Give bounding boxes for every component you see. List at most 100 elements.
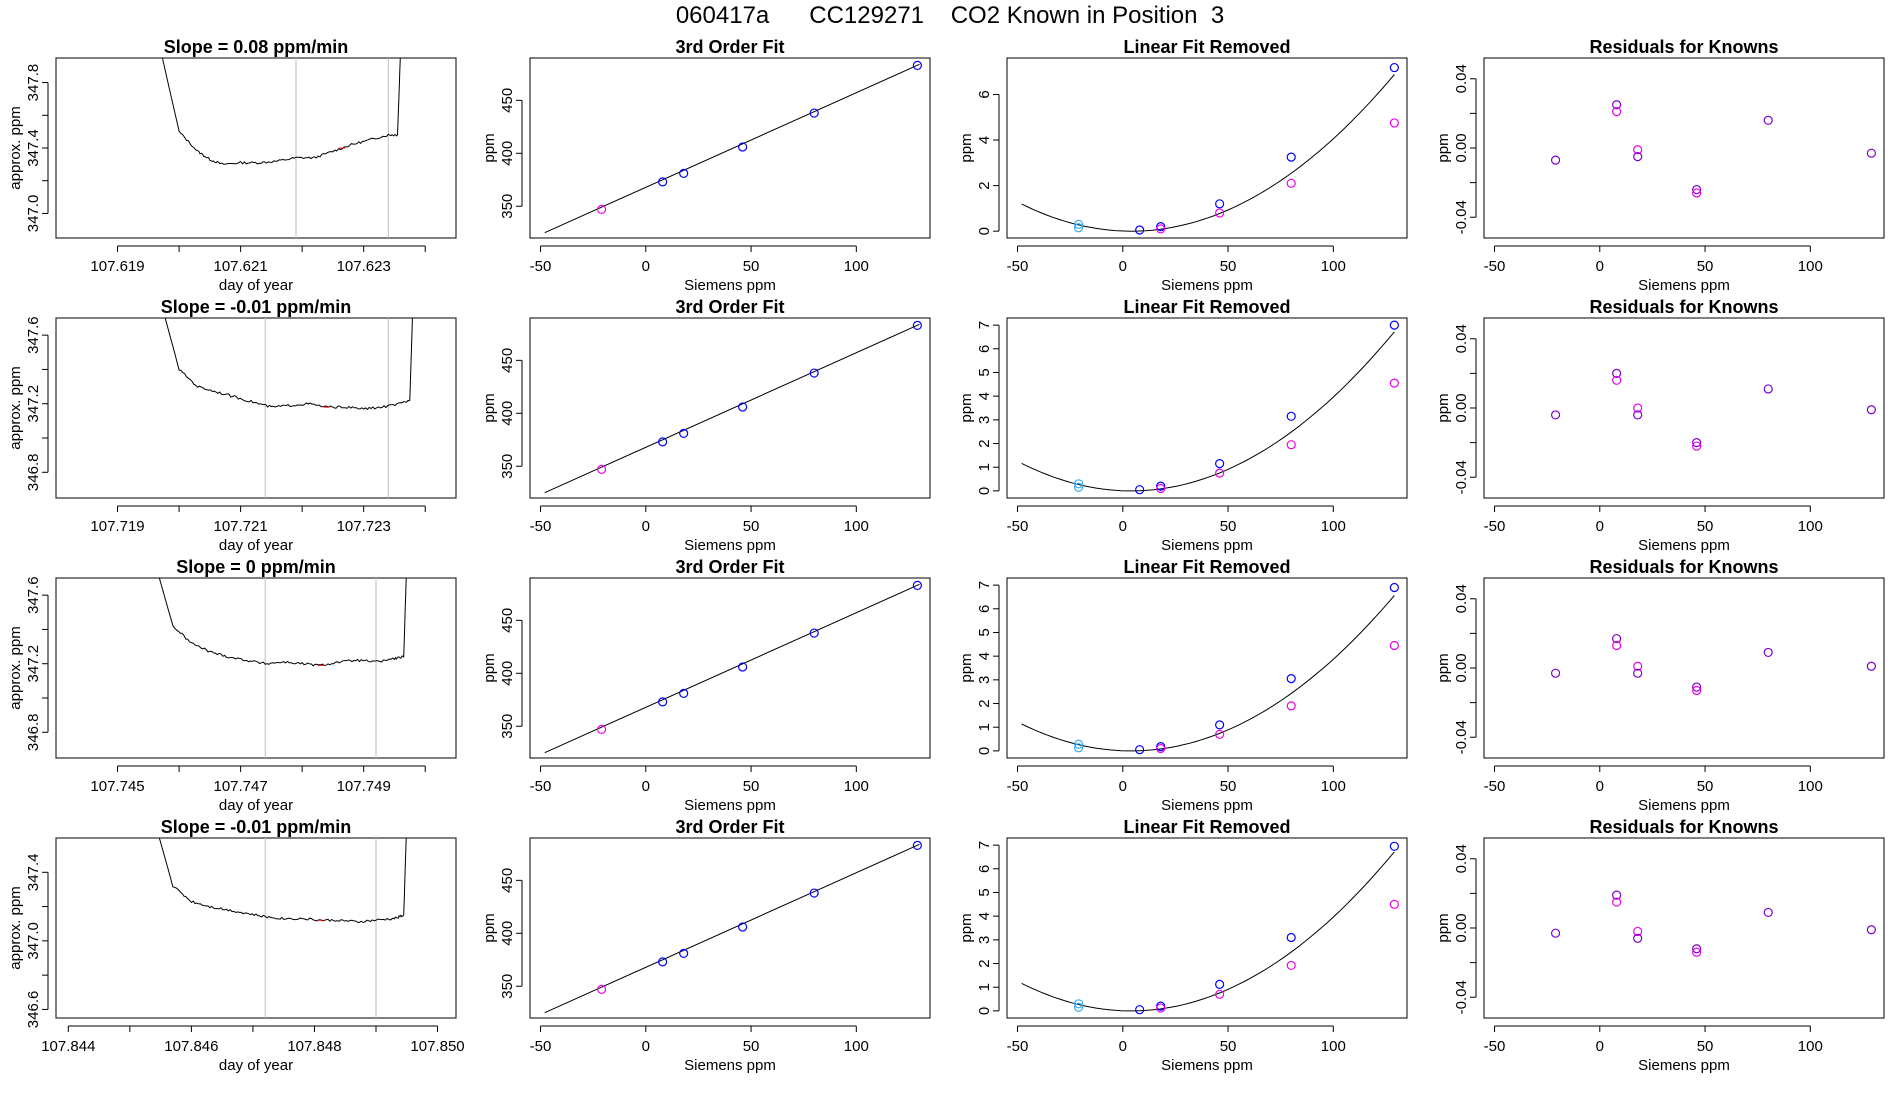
x-tick-label: -50 [530,258,552,275]
x-axis-label: Siemens ppm [1638,797,1730,814]
y-tick-label: 347.0 [25,922,42,960]
y-tick-label: 0 [976,747,993,755]
x-tick-label: 50 [743,518,760,535]
y-tick-label: 450 [499,608,516,633]
data-point [1156,1003,1166,1013]
data-point [1073,999,1084,1009]
y-tick-label: 350 [499,974,516,999]
panel-title: Residuals for Knowns [1589,297,1778,317]
x-tick-label: 50 [1220,778,1237,795]
data-point [1692,184,1702,195]
y-tick-label: 450 [499,868,516,893]
y-axis-label: approx. ppm [7,366,24,449]
y-tick-label: 3 [976,676,993,684]
data-point [1073,1002,1084,1012]
fit-line [544,843,920,1014]
page-title: 060417a CC129271 CO2 Known in Position 3 [675,2,1225,29]
data-point [596,204,607,215]
data-point [1550,668,1561,678]
plot-area [164,318,413,498]
data-point [1073,482,1084,492]
data-point [1692,188,1702,198]
data-point [1612,890,1622,900]
data-point [1612,640,1622,651]
data-point [1073,739,1084,749]
plot-area [1021,582,1399,755]
y-axis-label: approx. ppm [7,106,24,189]
x-tick-label: 0 [1596,518,1604,535]
fit-line [544,63,920,234]
y-tick-label: 400 [499,921,516,946]
data-point [596,724,607,735]
y-axis-label: ppm [958,653,975,682]
data-point [1286,960,1296,971]
plot-frame [529,57,931,239]
y-tick-label: 450 [499,88,516,113]
panel-title: Linear Fit Removed [1123,817,1290,837]
x-tick-label: 50 [743,258,760,275]
x-tick-label: 50 [1697,778,1714,795]
fit-curve [1021,595,1395,752]
data-point [1612,107,1622,117]
x-tick-label: 0 [1119,258,1127,275]
y-axis-label: ppm [481,133,498,162]
y-tick-label: 0 [976,227,993,235]
plot-area [158,578,407,758]
y-axis-label: ppm [481,653,498,682]
plot-frame [1483,57,1885,239]
y-axis-label: approx. ppm [7,626,24,709]
x-tick-label: 50 [1220,1038,1237,1055]
y-axis-label: ppm [1435,133,1452,162]
panel-3-3: Residuals for Knowns -50 0 50 100 Siemens ppm… [1435,817,1885,1074]
x-tick-label: 100 [1321,1038,1346,1055]
x-tick-label: -50 [1007,258,1029,275]
plot-area [1550,368,1876,451]
panel-title: Slope = 0.08 ppm/min [164,37,349,57]
x-tick-label: 107.719 [90,518,144,535]
data-point [1763,907,1773,918]
x-axis-label: Siemens ppm [684,1057,776,1074]
y-axis-label: ppm [1435,653,1452,682]
plot-frame [1006,837,1408,1019]
plot-frame [55,577,457,759]
y-tick-label: 0.04 [1453,584,1470,613]
x-tick-label: 107.850 [410,1038,464,1055]
data-point [1633,926,1643,937]
y-tick-label: 4 [976,392,993,400]
data-point [1612,633,1622,644]
plot-area [1021,841,1399,1015]
data-point [1156,743,1166,754]
panel-title: Residuals for Knowns [1589,817,1778,837]
data-point [1633,933,1643,943]
y-tick-label: 347.6 [25,576,42,614]
data-point [1866,148,1876,158]
data-point [1215,468,1225,478]
fit-line [544,323,920,494]
x-tick-label: 100 [1321,518,1346,535]
y-tick-label: 347.8 [25,64,42,102]
data-point [1073,743,1084,753]
concentration-trace [158,578,407,667]
x-tick-label: 0 [1119,1038,1127,1055]
x-tick-label: 107.745 [90,778,144,795]
data-point [809,888,819,898]
data-point [679,948,689,959]
x-tick-label: 107.844 [41,1038,95,1055]
data-point [1692,947,1702,957]
data-point [658,697,668,707]
panel-2-1: 3rd Order Fit -50 0 50 100 Siemens ppm 350 400 4… [481,557,931,814]
x-tick-label: 107.846 [164,1038,218,1055]
plot-frame [1006,317,1408,499]
x-tick-label: -50 [530,778,552,795]
data-point [1763,647,1773,658]
data-point [1612,897,1622,907]
x-tick-label: 0 [642,258,650,275]
panel-title: Slope = -0.01 ppm/min [161,297,352,317]
x-tick-label: -50 [1484,778,1506,795]
plot-frame [55,837,457,1019]
y-axis-label: ppm [481,393,498,422]
data-point [1215,729,1225,739]
panel-title: Residuals for Knowns [1589,37,1778,57]
data-point [912,580,922,591]
